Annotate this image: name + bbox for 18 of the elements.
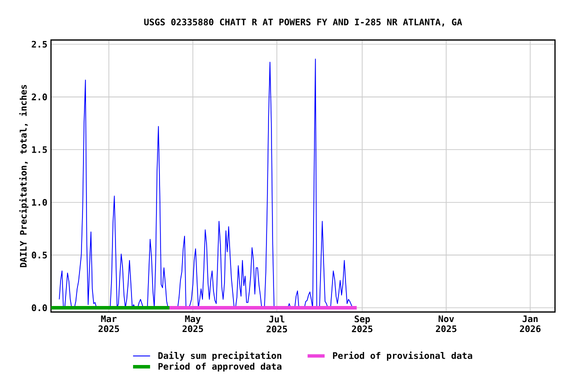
y-tick-label: 2.5 <box>32 40 47 48</box>
y-tick-label: 1.5 <box>32 146 47 153</box>
legend-label: Period of approved data <box>158 362 282 372</box>
x-tick-label: Mar 2025 <box>98 316 120 332</box>
x-tick-label: Jan 2026 <box>520 316 541 332</box>
x-tick-label: May 2025 <box>182 316 204 332</box>
chart-title: USGS 02335880 CHATT R AT POWERS FY AND I-285 NR ATLANTA, GA <box>144 18 462 27</box>
x-tick-label: Jul 2025 <box>266 316 288 332</box>
line-series <box>58 58 353 308</box>
legend-label: Daily sum precipitation <box>158 352 282 361</box>
y-axis-title: DAILY Precipitation, total, inches <box>19 84 28 268</box>
y-tick-label: 0.0 <box>32 304 47 312</box>
x-tick-label: Nov 2025 <box>436 316 456 332</box>
y-tick-label: 2.0 <box>32 94 47 100</box>
x-tick-label: Sep 2025 <box>352 316 372 332</box>
y-tick-label: 0.5 <box>32 252 47 258</box>
legend-label: Period of provisional data <box>333 352 472 361</box>
y-tick-label: 1.0 <box>32 198 47 206</box>
